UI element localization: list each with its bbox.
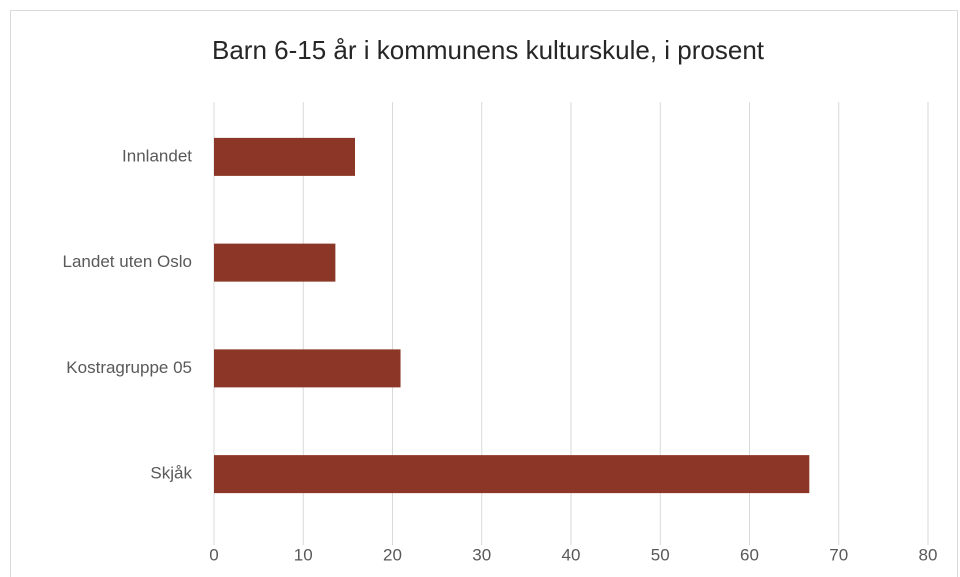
y-tick-label: Kostragruppe 05: [66, 358, 192, 377]
bar: [214, 243, 336, 282]
x-tick-label: 0: [209, 545, 218, 564]
x-tick-label: 40: [562, 545, 581, 564]
bar: [214, 455, 810, 494]
x-tick-label: 60: [740, 545, 759, 564]
chart-title: Barn 6-15 år i kommunens kulturskule, i …: [212, 35, 765, 65]
bar: [214, 349, 401, 388]
y-tick-label: Innlandet: [122, 146, 192, 165]
x-tick-label: 70: [829, 545, 848, 564]
y-tick-label: Skjåk: [150, 464, 192, 483]
x-tick-label: 30: [472, 545, 491, 564]
x-tick-label: 80: [919, 545, 938, 564]
x-tick-label: 20: [383, 545, 402, 564]
y-tick-label: Landet uten Oslo: [63, 252, 192, 271]
x-tick-label: 50: [651, 545, 670, 564]
bar: [214, 137, 356, 176]
x-tick-label: 10: [294, 545, 313, 564]
